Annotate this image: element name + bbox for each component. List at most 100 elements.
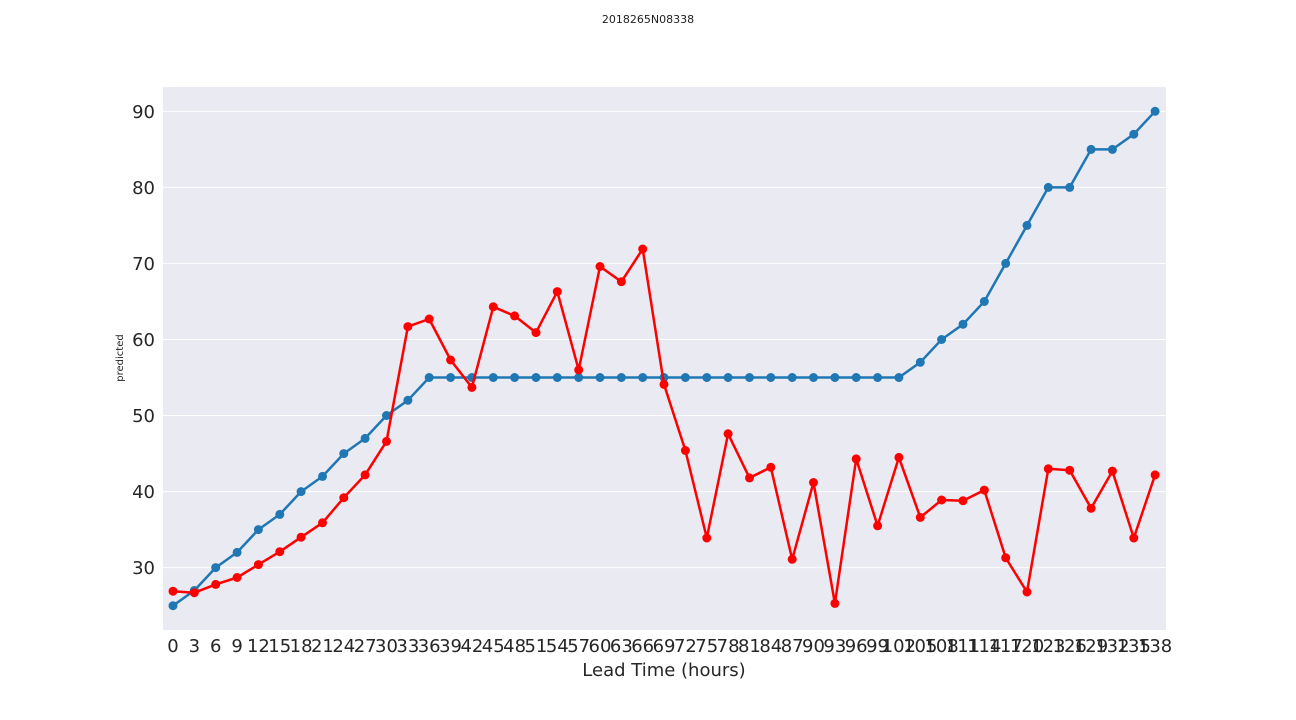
data-point — [424, 373, 434, 382]
x-tick-label: 45 — [482, 636, 505, 657]
data-point — [1107, 466, 1117, 476]
data-point — [552, 287, 562, 297]
data-point — [1022, 220, 1032, 230]
x-tick-label: 72 — [674, 636, 697, 657]
data-point — [745, 473, 754, 483]
series-group — [168, 106, 1160, 611]
data-point — [702, 533, 712, 543]
data-point — [403, 395, 413, 405]
gridlines — [163, 110, 1166, 569]
x-tick-label: 0 — [167, 636, 178, 657]
x-tick-label: 117 — [988, 636, 1022, 657]
y-tick-label: 50 — [132, 406, 155, 427]
data-point — [1107, 144, 1117, 154]
data-point — [510, 311, 520, 321]
x-tick-label: 108 — [924, 636, 958, 657]
x-tick-label: 15 — [268, 636, 291, 657]
data-point — [1065, 182, 1075, 192]
x-tick-label: 93 — [823, 636, 846, 657]
x-tick-label: 90 — [802, 636, 825, 657]
data-point — [211, 563, 221, 573]
x-tick-label: 30 — [375, 636, 398, 657]
data-point — [1150, 106, 1160, 116]
data-point — [211, 579, 221, 589]
x-tick-label: 36 — [418, 636, 441, 657]
data-point — [382, 411, 391, 420]
plot-area — [163, 87, 1166, 630]
y-tick-label: 80 — [132, 178, 155, 199]
x-tick-label: 24 — [332, 636, 355, 657]
data-point — [595, 262, 605, 271]
x-tick-label: 39 — [439, 636, 462, 657]
y-tick-label: 90 — [132, 102, 155, 123]
x-tick-label: 57 — [567, 636, 590, 657]
data-point — [446, 373, 456, 382]
data-point — [275, 509, 285, 519]
data-point — [616, 277, 626, 287]
x-tick-label: 27 — [354, 636, 377, 657]
data-point — [467, 382, 477, 392]
series-2 — [168, 244, 1160, 608]
data-point — [787, 373, 797, 382]
data-point — [318, 518, 327, 528]
data-point — [168, 586, 178, 596]
data-point — [168, 601, 178, 611]
data-point — [702, 373, 712, 382]
data-point — [745, 373, 754, 382]
data-point — [851, 454, 861, 464]
data-point — [552, 373, 562, 382]
data-point — [1043, 182, 1053, 192]
data-point — [638, 373, 648, 382]
data-point — [1065, 465, 1075, 475]
x-tick-label: 87 — [781, 636, 804, 657]
data-point — [424, 314, 434, 324]
data-point — [873, 521, 883, 531]
x-tick-label: 3 — [189, 636, 200, 657]
data-point — [979, 297, 989, 306]
data-point — [873, 373, 883, 382]
data-point — [915, 357, 925, 367]
data-point — [339, 449, 349, 459]
y-tick-label: 70 — [132, 254, 155, 275]
data-point — [1129, 129, 1139, 139]
x-tick-label: 21 — [311, 636, 334, 657]
x-tick-label: 6 — [210, 636, 221, 657]
data-point — [1150, 470, 1160, 480]
x-tick-label: 123 — [1031, 636, 1065, 657]
data-point — [1022, 587, 1032, 597]
x-tick-label: 75 — [695, 636, 718, 657]
data-point — [638, 244, 648, 254]
x-tick-label: 69 — [653, 636, 676, 657]
data-point — [1086, 144, 1096, 154]
data-point — [531, 373, 541, 382]
data-point — [680, 446, 690, 455]
data-point — [766, 462, 776, 472]
x-tick-label: 33 — [396, 636, 419, 657]
y-tick-label: 40 — [132, 482, 155, 503]
x-tick-label: 81 — [738, 636, 761, 657]
data-point — [403, 322, 413, 332]
x-tick-label: 84 — [759, 636, 782, 657]
data-point — [958, 496, 968, 506]
data-point — [680, 373, 690, 382]
data-point — [830, 598, 840, 608]
data-point — [937, 495, 947, 505]
x-tick-label: 42 — [460, 636, 483, 657]
x-tick-label: 78 — [717, 636, 740, 657]
data-point — [1086, 503, 1096, 513]
data-point — [659, 379, 669, 389]
data-point — [232, 573, 242, 582]
x-tick-label: 48 — [503, 636, 526, 657]
x-tick-label: 99 — [866, 636, 889, 657]
data-point — [275, 547, 285, 557]
x-tick-labels: 0 3 6 9 121518212427303336394245485154576063… — [167, 636, 1172, 657]
data-point — [1001, 553, 1011, 563]
data-point — [595, 373, 605, 382]
data-point — [253, 525, 263, 535]
data-point — [296, 487, 306, 497]
x-tick-label: 96 — [845, 636, 868, 657]
data-point — [723, 429, 733, 439]
x-tick-label: 114 — [967, 636, 1001, 657]
data-point — [766, 373, 776, 382]
